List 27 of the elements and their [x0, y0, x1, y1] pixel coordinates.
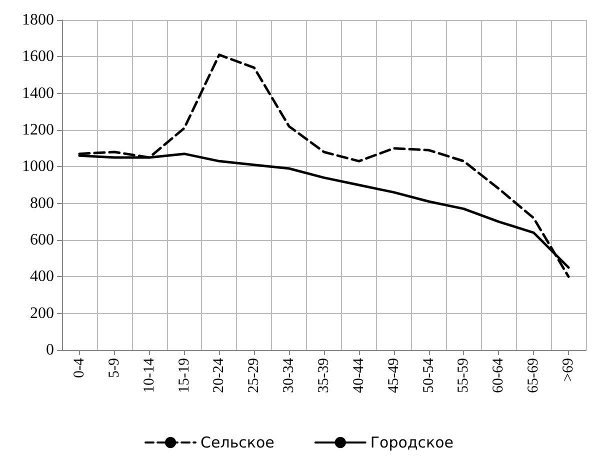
y-tick-label: 400 — [30, 268, 54, 286]
x-tick-label: 55-59 — [456, 358, 472, 393]
x-tick-label: 40-44 — [350, 358, 367, 393]
x-tick-label: 50-54 — [420, 358, 437, 393]
legend-label: Городское — [370, 434, 454, 452]
x-tick-label: 60-64 — [490, 358, 507, 393]
x-tick-label: 5-9 — [106, 358, 122, 378]
y-tick-label: 200 — [30, 304, 54, 322]
x-tick-label: 15-19 — [176, 358, 192, 393]
x-tick-label: 25-29 — [246, 358, 262, 393]
y-tick-label: 1600 — [22, 48, 54, 66]
x-tick-label: 65-69 — [526, 358, 542, 393]
x-tick-label: 45-49 — [386, 358, 402, 393]
x-tick-label: 0-4 — [71, 358, 88, 378]
x-tick-label: >69 — [560, 358, 577, 382]
y-tick-label: 1800 — [22, 12, 54, 28]
y-tick-label: 1400 — [22, 84, 54, 102]
x-tick-label: 10-14 — [141, 358, 158, 393]
x-tick-label: 30-34 — [281, 358, 298, 393]
y-tick-label: 1000 — [22, 158, 54, 176]
y-tick-label: 800 — [30, 194, 54, 212]
y-tick-label: 600 — [30, 232, 54, 248]
x-tick-label: 35-39 — [316, 358, 332, 393]
legend-label: Сельское — [200, 434, 274, 452]
y-tick-label: 0 — [46, 342, 54, 358]
y-tick-label: 1200 — [22, 122, 54, 138]
x-tick-label: 20-24 — [211, 358, 228, 393]
